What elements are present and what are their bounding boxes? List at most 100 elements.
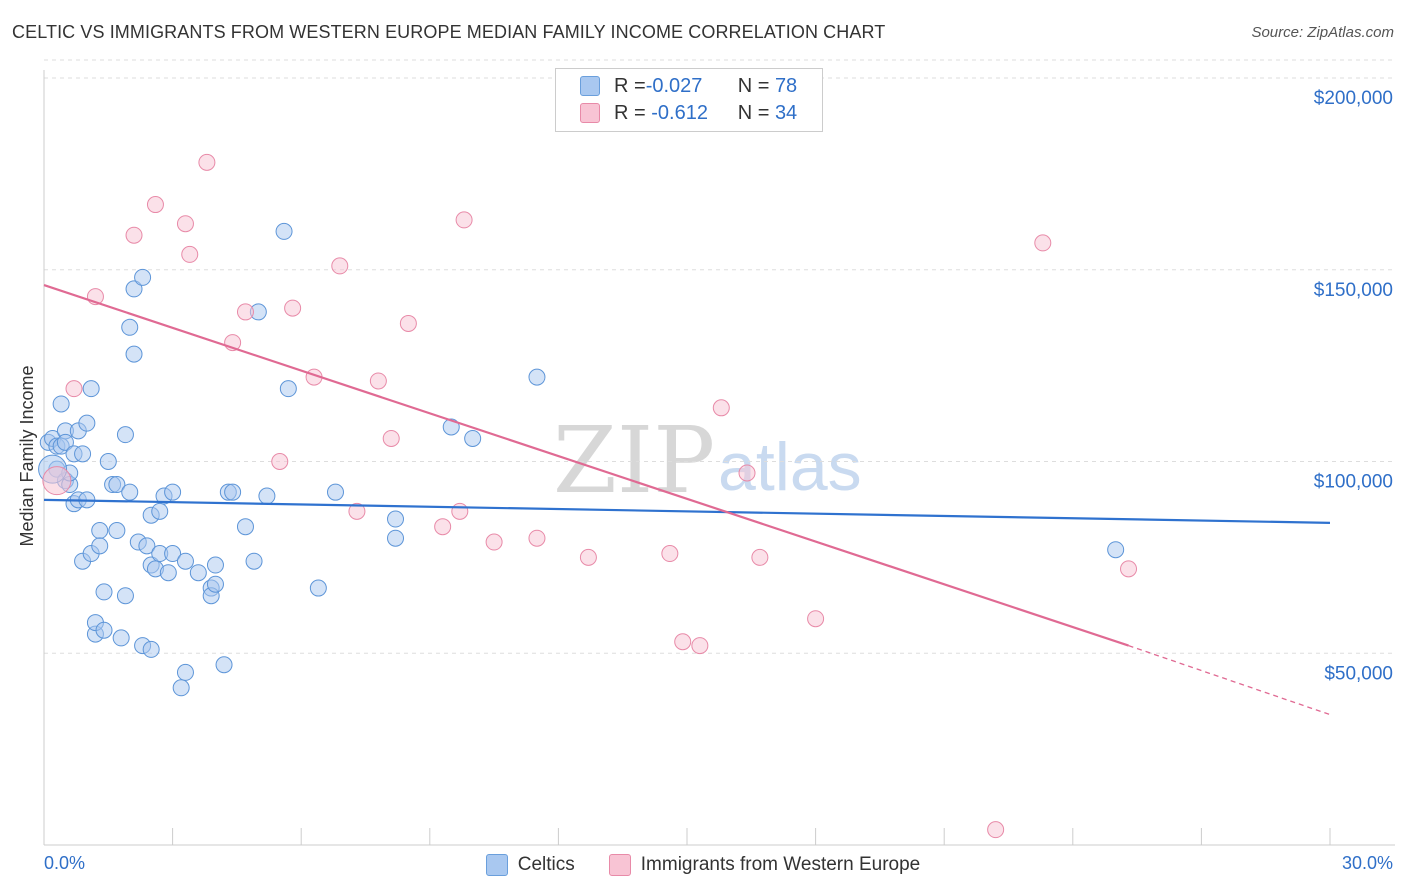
celtics-point	[116, 587, 134, 605]
series-label-immigrants: Immigrants from Western Europe	[640, 854, 921, 875]
immigrants-point	[455, 211, 473, 229]
celtics-point	[176, 663, 194, 681]
series-immigrants	[42, 153, 1138, 839]
celtics-point	[108, 522, 126, 540]
celtics-point	[275, 222, 293, 240]
celtics-point	[56, 433, 74, 451]
immigrants-point	[807, 610, 825, 628]
immigrants-point	[661, 545, 679, 563]
celtics-point	[74, 445, 92, 463]
series-legend: Celtics Immigrants from Western Europe	[0, 852, 1406, 878]
celtics-point	[121, 483, 139, 501]
y-tick-label: $100,000	[1314, 472, 1393, 493]
celtics-point	[159, 564, 177, 582]
series-swatch-immigrants	[608, 854, 631, 876]
immigrants-point	[528, 529, 546, 547]
immigrants-point	[236, 303, 254, 321]
celtics-point	[52, 395, 70, 413]
y-tick-label: $50,000	[1324, 663, 1393, 684]
series-label-celtics: Celtics	[517, 854, 575, 875]
celtics-point	[134, 268, 152, 286]
immigrants-point	[399, 314, 417, 332]
trend-line-celtics	[43, 498, 1331, 524]
celtics-point	[125, 345, 143, 363]
legend-swatch-immigrants	[580, 103, 600, 123]
celtics-point	[387, 529, 405, 547]
legend-r-value: -0.027	[645, 74, 703, 97]
y-axis-label: Median Family Income	[17, 365, 37, 546]
immigrants-point	[1120, 560, 1138, 578]
immigrants-point	[1034, 234, 1052, 252]
immigrants-point	[284, 299, 302, 317]
immigrants-point	[751, 548, 769, 566]
immigrants-point	[382, 429, 400, 447]
series-legend-immigrants[interactable]: Immigrants from Western Europe	[608, 854, 921, 876]
legend-n-value: 78	[774, 74, 798, 97]
immigrants-point	[485, 533, 503, 551]
legend-n-label: N =	[737, 74, 775, 97]
trend-line-immigrants-extension	[1128, 644, 1331, 716]
y-tick-label: $150,000	[1314, 280, 1393, 301]
immigrants-point	[42, 466, 72, 496]
watermark-zip: ZIP	[553, 407, 715, 514]
celtics-point	[95, 583, 113, 601]
immigrants-point	[181, 245, 199, 263]
trend-line-immigrants	[43, 284, 1129, 647]
celtics-point	[206, 556, 224, 574]
celtics-point	[164, 483, 182, 501]
celtics-point	[108, 476, 126, 494]
immigrants-point	[331, 257, 349, 275]
celtics-point	[279, 380, 297, 398]
x-tick-label: 0.0%	[44, 853, 85, 873]
celtics-point	[91, 522, 109, 540]
celtics-point	[142, 640, 160, 658]
celtics-point	[116, 426, 134, 444]
celtics-point	[112, 629, 130, 647]
immigrants-point	[176, 215, 194, 233]
celtics-point	[189, 564, 207, 582]
celtics-point	[224, 483, 242, 501]
source-label: Source: ZipAtlas.com	[1251, 24, 1394, 41]
immigrants-point	[65, 380, 83, 398]
series-swatch-celtics	[485, 854, 508, 876]
celtics-point	[464, 429, 482, 447]
immigrants-point	[271, 453, 289, 470]
celtics-point	[125, 280, 143, 298]
immigrants-point	[674, 633, 692, 651]
celtics-point	[215, 656, 233, 674]
x-tick-label: 30.0%	[1342, 853, 1393, 873]
celtics-point	[99, 453, 117, 470]
y-tick-label: $200,000	[1314, 88, 1393, 109]
celtics-point	[387, 510, 405, 528]
legend-row-celtics: R = -0.027 N = 78	[580, 73, 797, 99]
celtics-point	[206, 575, 224, 593]
celtics-point	[326, 483, 344, 501]
legend-row-immigrants: R = -0.612 N = 34	[580, 100, 797, 126]
celtics-point	[78, 414, 96, 432]
celtics-point	[121, 318, 139, 336]
immigrants-point	[738, 464, 756, 482]
legend-n-value: 34	[774, 101, 798, 124]
legend-swatch-celtics	[580, 76, 600, 96]
celtics-point	[164, 545, 182, 563]
immigrants-point	[712, 399, 730, 417]
series-celtics	[38, 222, 1125, 697]
celtics-point	[528, 368, 546, 386]
celtics-point	[309, 579, 327, 597]
legend-r-value: -0.612	[645, 101, 708, 124]
celtics-point	[1107, 541, 1125, 559]
legend-r-label: R =	[614, 101, 646, 124]
immigrants-point	[198, 153, 216, 171]
celtics-point	[236, 518, 254, 536]
celtics-point	[95, 621, 113, 639]
immigrants-point	[691, 637, 709, 655]
watermark-atlas: atlas	[718, 429, 862, 505]
immigrants-point	[146, 196, 164, 214]
immigrants-point	[434, 518, 452, 536]
immigrants-point	[369, 372, 387, 390]
legend-n-label: N =	[737, 101, 775, 124]
series-legend-celtics[interactable]: Celtics	[485, 854, 575, 876]
immigrants-point	[987, 821, 1005, 839]
immigrants-point	[348, 502, 366, 520]
